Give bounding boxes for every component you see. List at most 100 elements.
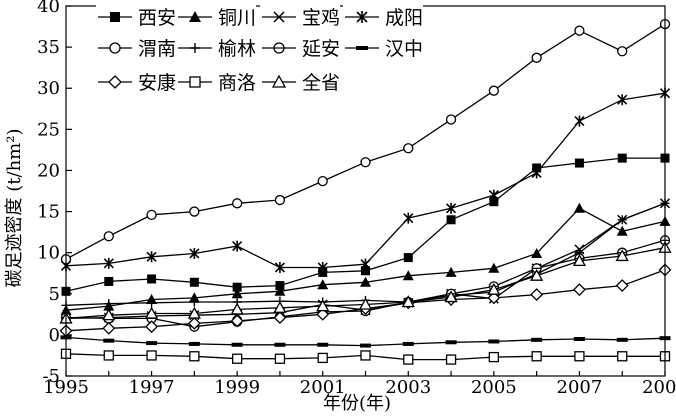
data-point [189,206,200,217]
data-point [574,351,585,362]
data-point [190,43,200,53]
data-point [403,354,414,365]
legend-item: 安康 [96,70,176,94]
series-10 [60,348,671,365]
data-point [231,342,243,347]
legend-label: 宝鸡 [302,7,340,29]
data-point [103,350,114,361]
legend-label: 榆林 [218,38,256,60]
data-point [273,300,287,313]
data-point [231,198,243,209]
x-tick-label: 2007 [557,377,603,398]
data-point [573,337,585,341]
data-point [617,215,627,225]
data-point [615,279,629,292]
legend-label: 铜川 [218,7,256,29]
data-point [189,76,201,88]
data-point [445,266,457,277]
data-point [144,306,159,319]
data-point [274,285,286,296]
data-point [273,11,285,23]
y-tick-label: 20 [37,160,60,181]
data-point [616,225,628,236]
data-point [317,279,329,290]
data-point [574,158,584,168]
data-point [531,351,542,362]
y-tick-label: 10 [37,243,60,264]
data-point [274,261,285,273]
data-point [617,46,628,57]
y-tick-label: 30 [37,78,60,99]
data-point [230,314,244,328]
data-point [356,46,368,50]
data-point [273,311,287,325]
y-tick-label: 5 [49,284,60,305]
data-point [361,266,370,276]
series-4 [60,87,671,273]
data-point [574,115,585,127]
data-point [110,12,120,22]
data-point [274,194,286,206]
legend-label: 汉中 [385,38,423,60]
data-point [147,298,157,308]
data-point [147,274,157,284]
data-point [531,337,543,342]
y-tick-label: 15 [37,202,60,223]
data-point [317,352,328,364]
data-point [271,74,287,88]
data-point [103,338,115,343]
legend-label: 西安 [138,7,176,29]
data-point [488,262,500,273]
data-point [356,11,368,23]
data-point [108,75,122,89]
data-point [360,350,371,361]
x-tick-label: 1995 [43,377,89,398]
data-point [232,240,243,252]
data-point [103,231,114,242]
data-point [360,258,371,270]
x-tick-label: 1999 [214,377,260,398]
data-point [146,350,157,361]
data-point [102,321,116,335]
series-2 [60,202,671,315]
legend-label: 成阳 [385,7,423,29]
data-point [573,202,585,213]
legend-item: 宝鸡 [260,5,340,29]
legend-label: 商洛 [218,72,256,94]
data-point [189,351,200,362]
data-point [531,52,542,63]
data-point [444,290,458,303]
data-point [146,341,158,346]
data-point [275,281,285,291]
data-point [617,94,628,106]
data-point [615,249,629,262]
data-point [487,291,501,305]
x-tick-label: 1997 [129,377,175,398]
data-point [231,288,243,299]
x-tick-label: 2005 [471,377,517,398]
data-point [188,292,200,303]
data-point [531,167,542,179]
y-tick-label: 35 [37,37,60,58]
data-point [445,354,457,365]
data-point [573,283,586,297]
data-point [445,340,457,345]
legend-label: 安康 [138,72,176,94]
legend-item: 延安 [260,36,340,60]
data-point [446,202,457,214]
data-point [403,143,414,154]
data-point [531,247,543,258]
data-point [616,337,628,342]
data-point [103,257,114,269]
series-layer [59,18,672,365]
y-axis-label: 碳足迹密度 (t/hm²) [4,129,25,288]
legend-label: 渭南 [138,38,176,60]
data-point [360,157,371,168]
data-point [145,320,158,334]
data-point [189,247,200,259]
data-point [146,251,157,263]
series-5 [60,18,671,265]
data-point [187,316,201,330]
